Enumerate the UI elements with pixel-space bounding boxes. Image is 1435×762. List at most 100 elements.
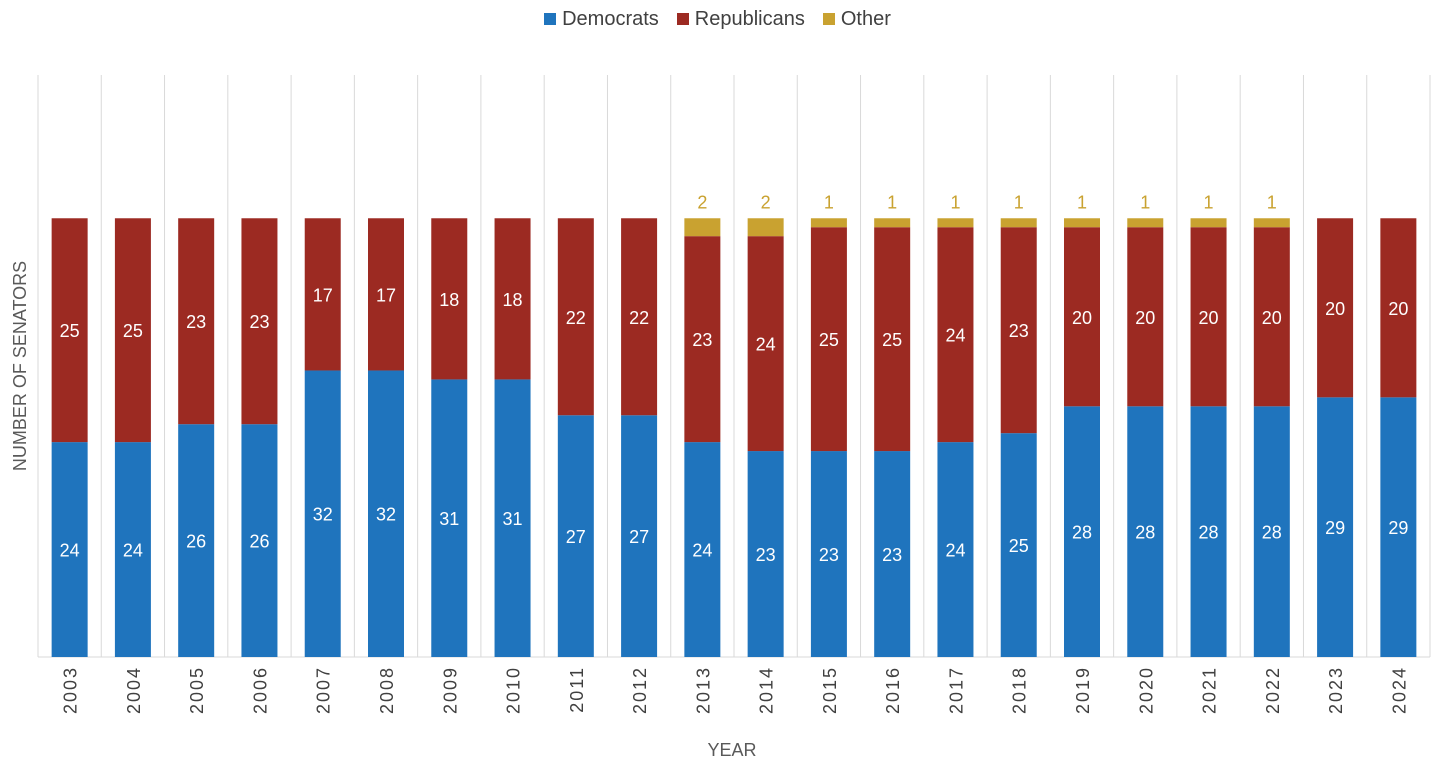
data-label-other-2016: 1 (887, 192, 897, 212)
data-label-republicans-2012: 22 (629, 308, 649, 328)
bar-other-2016 (874, 218, 911, 228)
bar-other-2022 (1253, 218, 1290, 228)
data-label-other-2018: 1 (1014, 192, 1024, 212)
bar-democrats-2014 (747, 451, 784, 657)
bar-democrats-2010 (494, 379, 531, 657)
x-tick-label-2014: 2014 (757, 666, 777, 714)
bar-democrats-2018 (1000, 433, 1037, 657)
data-label-other-2014: 2 (761, 192, 771, 212)
bar-other-2020 (1127, 218, 1164, 228)
x-tick-label-2017: 2017 (946, 666, 966, 714)
data-label-democrats-2005: 26 (186, 532, 206, 552)
data-label-democrats-2007: 32 (313, 505, 333, 525)
bar-republicans-2017 (937, 227, 974, 443)
bars-group (51, 218, 1417, 657)
bar-republicans-2024 (1380, 218, 1417, 398)
data-label-republicans-2020: 20 (1135, 308, 1155, 328)
bar-other-2014 (747, 218, 784, 237)
y-axis-title: NUMBER OF SENATORS (10, 261, 30, 471)
data-label-democrats-2021: 28 (1199, 523, 1219, 543)
bar-other-2018 (1000, 218, 1037, 228)
data-label-democrats-2015: 23 (819, 545, 839, 565)
x-tick-label-2006: 2006 (250, 666, 270, 714)
bar-republicans-2019 (1064, 227, 1100, 407)
data-label-republicans-2008: 17 (376, 285, 396, 305)
bar-democrats-2007 (304, 370, 341, 657)
bar-republicans-2011 (557, 218, 594, 416)
data-label-democrats-2012: 27 (629, 527, 649, 547)
x-tick-label-2011: 2011 (567, 666, 587, 713)
x-tick-label-2013: 2013 (693, 666, 713, 714)
legend-label: Other (840, 8, 891, 30)
data-label-republicans-2013: 23 (692, 330, 712, 350)
bar-other-2017 (937, 218, 974, 228)
x-tick-label-2019: 2019 (1073, 666, 1093, 714)
data-label-democrats-2006: 26 (249, 532, 269, 552)
data-label-republicans-2006: 23 (249, 312, 269, 332)
bar-other-2021 (1190, 218, 1227, 228)
legend-label: Democrats (562, 8, 659, 30)
data-label-other-2017: 1 (950, 192, 960, 212)
x-tick-label-2010: 2010 (504, 666, 524, 714)
data-label-democrats-2016: 23 (882, 545, 902, 565)
data-label-republicans-2017: 24 (945, 326, 965, 346)
bar-republicans-2018 (1000, 227, 1037, 434)
bar-democrats-2012 (621, 415, 658, 657)
data-label-democrats-2014: 23 (756, 545, 776, 565)
bar-republicans-2007 (304, 218, 341, 371)
data-label-republicans-2011: 22 (566, 308, 586, 328)
x-tick-label-2008: 2008 (377, 666, 397, 714)
bar-republicans-2016 (874, 227, 911, 452)
bar-republicans-2020 (1127, 227, 1164, 407)
x-tick-label-2012: 2012 (630, 666, 650, 714)
bar-democrats-2006 (241, 424, 278, 657)
data-label-republicans-2022: 20 (1262, 308, 1282, 328)
legend-item-democrats: Democrats (544, 8, 659, 31)
bar-democrats-2013 (684, 442, 721, 657)
data-label-democrats-2004: 24 (123, 541, 143, 561)
bar-republicans-2021 (1190, 227, 1227, 407)
bar-republicans-2009 (431, 218, 468, 380)
data-label-democrats-2008: 32 (376, 505, 396, 525)
bar-republicans-2022 (1253, 227, 1290, 407)
data-label-democrats-2018: 25 (1009, 536, 1029, 556)
bar-democrats-2023 (1317, 397, 1354, 657)
x-tick-label-2005: 2005 (187, 666, 207, 714)
bar-democrats-2009 (431, 379, 468, 657)
x-tick-label-2015: 2015 (820, 666, 840, 714)
vertical-gridlines (37, 75, 1431, 658)
data-label-other-2020: 1 (1140, 192, 1150, 212)
bar-republicans-2015 (810, 227, 847, 452)
x-tick-label-2023: 2023 (1326, 666, 1346, 714)
data-label-democrats-2023: 29 (1325, 518, 1345, 538)
x-tick-label-2016: 2016 (883, 666, 903, 714)
data-label-republicans-2023: 20 (1325, 299, 1345, 319)
data-label-other-2015: 1 (824, 192, 834, 212)
data-label-republicans-2019: 20 (1072, 308, 1092, 328)
data-label-democrats-2024: 29 (1388, 518, 1408, 538)
data-label-republicans-2014: 24 (756, 335, 776, 355)
bar-democrats-2024 (1380, 397, 1417, 657)
x-tick-label-2024: 2024 (1389, 666, 1409, 714)
legend-item-republicans: Republicans (676, 8, 805, 31)
data-labels-group: 2425242526232623321732173118311827222722… (60, 192, 1409, 565)
bar-democrats-2022 (1253, 406, 1290, 657)
data-label-republicans-2003: 25 (60, 321, 80, 341)
data-label-democrats-2010: 31 (503, 509, 523, 529)
x-tick-label-2004: 2004 (124, 666, 144, 714)
x-tick-label-2020: 2020 (1136, 666, 1156, 714)
bar-democrats-2019 (1064, 406, 1100, 657)
x-tick-label-2022: 2022 (1263, 666, 1283, 714)
data-label-republicans-2018: 23 (1009, 321, 1029, 341)
data-label-republicans-2009: 18 (439, 290, 459, 310)
bar-democrats-2004 (114, 442, 151, 657)
bar-republicans-2006 (241, 218, 278, 425)
chart-legend: Democrats Republicans Other (0, 8, 1435, 31)
bar-democrats-2003 (51, 442, 88, 657)
bar-republicans-2004 (114, 218, 151, 443)
bar-democrats-2015 (810, 451, 847, 657)
bar-republicans-2010 (494, 218, 531, 380)
bar-other-2015 (810, 218, 847, 228)
data-label-republicans-2021: 20 (1199, 308, 1219, 328)
